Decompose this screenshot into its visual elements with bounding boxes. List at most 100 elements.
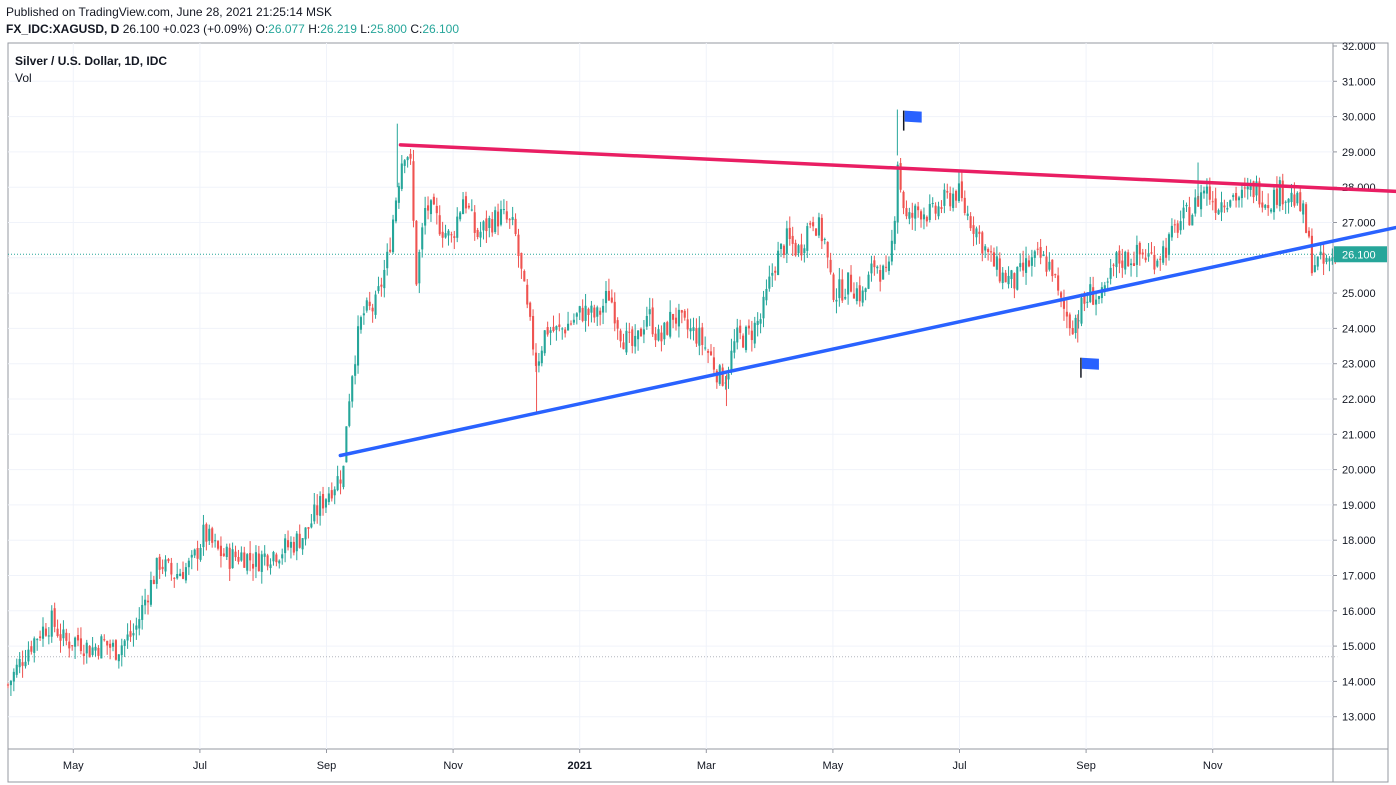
candle-body: [225, 546, 228, 558]
flag-icon[interactable]: [1081, 357, 1099, 370]
candle-body: [774, 270, 777, 273]
price-tick-label: 29.000: [1342, 147, 1376, 159]
candle-body: [1322, 252, 1325, 264]
candle-body: [1284, 201, 1287, 203]
candle-body: [30, 646, 33, 652]
candle-body: [284, 538, 287, 554]
candle-body: [695, 328, 698, 344]
candle-body: [727, 374, 730, 380]
candle-body: [622, 342, 625, 350]
candle-body: [359, 317, 363, 330]
candle-body: [1060, 292, 1063, 298]
candle-body: [418, 252, 421, 284]
candle-body: [1162, 246, 1165, 263]
candle-body: [196, 548, 199, 559]
candle-body: [1045, 256, 1048, 272]
price-tick-label: 17.000: [1342, 571, 1376, 583]
candle-body: [432, 196, 435, 205]
candle-body: [730, 350, 733, 372]
candle-body: [919, 211, 923, 220]
candle-body: [759, 319, 762, 324]
candle-body: [537, 361, 540, 366]
candle-body: [992, 252, 996, 267]
candle-body: [146, 600, 150, 603]
candle-body: [1316, 256, 1319, 267]
candle-body: [998, 258, 1001, 282]
candle-body: [1170, 225, 1173, 238]
candle-body: [330, 490, 333, 499]
candle-body: [59, 634, 62, 641]
candle-body: [981, 232, 984, 254]
candle-body: [21, 662, 24, 666]
time-tick-label: 2021: [567, 760, 591, 772]
candle-body: [806, 226, 809, 251]
candle-body: [62, 629, 65, 639]
candle-body: [575, 313, 578, 317]
candle-body: [1127, 252, 1130, 267]
candle-body: [71, 645, 74, 647]
candle-body: [1065, 311, 1068, 317]
candle-body: [1004, 272, 1007, 283]
candle-body: [870, 263, 873, 274]
candle-body: [899, 163, 902, 190]
time-tick-label: Sep: [1076, 760, 1096, 772]
candle-body: [1150, 252, 1153, 254]
candle-body: [132, 633, 135, 636]
candle-body: [47, 635, 50, 637]
candle-body: [476, 229, 479, 237]
candle-body: [286, 540, 290, 548]
candle-body: [15, 664, 18, 675]
candle-body: [117, 654, 120, 662]
candle-body: [389, 249, 392, 252]
candle-body: [1057, 275, 1060, 291]
candle-body: [514, 218, 517, 235]
candle-body: [596, 307, 599, 317]
candle-body: [424, 207, 427, 226]
candle-body: [397, 186, 400, 203]
candle-body: [666, 322, 669, 335]
candle-body: [517, 234, 520, 257]
candle-body: [319, 496, 322, 516]
candle-body: [1074, 317, 1077, 334]
candle-body: [1281, 180, 1284, 205]
candle-body: [190, 554, 193, 558]
candle-body: [1095, 299, 1098, 305]
candle-body: [610, 297, 613, 303]
candle-body: [639, 328, 643, 337]
candle-body: [464, 196, 468, 209]
candle-body: [1229, 200, 1232, 207]
candle-body: [1240, 189, 1243, 199]
resistance-trendline[interactable]: [398, 143, 1396, 198]
support-trendline[interactable]: [338, 198, 1396, 458]
candle-body: [1182, 207, 1185, 219]
candle-body: [129, 631, 132, 637]
candle-body: [257, 553, 260, 572]
price-change: +0.023 (+0.09%): [162, 22, 253, 36]
candle-body: [1275, 188, 1278, 205]
candle-body: [940, 207, 943, 209]
candle-body: [1165, 247, 1168, 258]
candle-body: [243, 552, 246, 568]
close-value: 26.100: [422, 22, 460, 36]
candle-body: [415, 220, 418, 285]
candle-body: [1325, 257, 1328, 263]
flag-icon[interactable]: [904, 110, 922, 123]
candle-body: [590, 305, 593, 313]
candle-body: [829, 259, 832, 273]
candle-body: [779, 243, 783, 250]
candle-body: [1264, 205, 1267, 208]
candle-body: [467, 205, 470, 208]
last-price-badge-label: 26.100: [1342, 249, 1376, 261]
candle-body: [106, 640, 109, 646]
candle-body: [838, 279, 841, 299]
candle-body: [966, 213, 969, 216]
candle-body: [1030, 257, 1033, 266]
candle-body: [421, 227, 424, 250]
candle-body: [394, 200, 398, 222]
candle-body: [674, 317, 678, 324]
candle-body: [1147, 253, 1150, 257]
candle-body: [485, 218, 488, 232]
candle-body: [1054, 274, 1057, 276]
candle-body: [289, 541, 293, 548]
